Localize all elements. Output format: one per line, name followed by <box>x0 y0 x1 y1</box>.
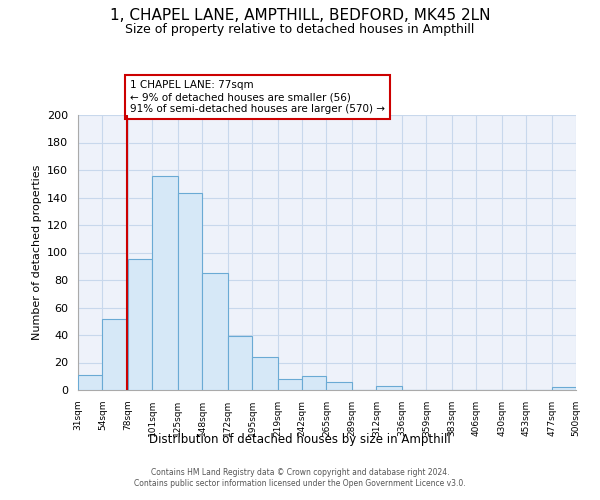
Text: Distribution of detached houses by size in Ampthill: Distribution of detached houses by size … <box>149 432 451 446</box>
Bar <box>202 273 228 390</box>
Bar <box>152 176 178 390</box>
Bar <box>128 260 152 390</box>
Text: Contains HM Land Registry data © Crown copyright and database right 2024.
Contai: Contains HM Land Registry data © Crown c… <box>134 468 466 487</box>
Bar <box>228 336 252 390</box>
Bar <box>78 375 103 390</box>
Bar <box>302 376 326 390</box>
Bar <box>551 387 576 390</box>
Text: 1 CHAPEL LANE: 77sqm
← 9% of detached houses are smaller (56)
91% of semi-detach: 1 CHAPEL LANE: 77sqm ← 9% of detached ho… <box>130 80 385 114</box>
Text: Size of property relative to detached houses in Ampthill: Size of property relative to detached ho… <box>125 22 475 36</box>
Text: 1, CHAPEL LANE, AMPTHILL, BEDFORD, MK45 2LN: 1, CHAPEL LANE, AMPTHILL, BEDFORD, MK45 … <box>110 8 490 22</box>
Bar <box>326 382 352 390</box>
Bar <box>103 318 128 390</box>
Bar <box>252 357 278 390</box>
Bar <box>278 379 302 390</box>
Bar <box>376 386 402 390</box>
Y-axis label: Number of detached properties: Number of detached properties <box>32 165 41 340</box>
Bar <box>178 194 202 390</box>
